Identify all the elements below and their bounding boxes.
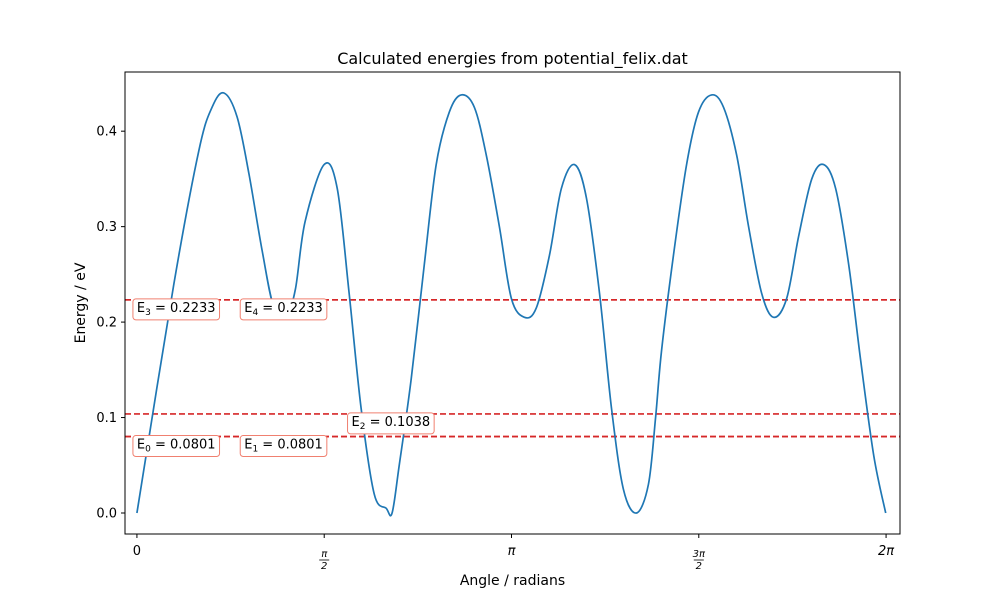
energy-label-text: E4 = 0.2233 [244, 301, 323, 318]
y-tick-label: 0.0 [96, 507, 117, 522]
energy-label: E0 = 0.0801 [132, 435, 221, 458]
energy-label-box [132, 298, 221, 321]
svg-text:2: 2 [696, 561, 702, 572]
energy-label-text: E1 = 0.0801 [244, 438, 323, 455]
energy-label-text: E2 = 0.1038 [352, 415, 431, 432]
energy-label-box [239, 298, 328, 321]
axes-frame [124, 71, 901, 535]
y-tick-label: 0.4 [96, 125, 117, 140]
y-axis-title: Energy / eV [73, 262, 89, 343]
y-tick-label: 0.1 [96, 411, 117, 426]
svg-text:2: 2 [321, 561, 327, 572]
energy-label-box [347, 412, 435, 435]
x-axis-title: Angle / radians [460, 573, 565, 589]
svg-text:3π: 3π [693, 549, 706, 560]
x-tick-label: 2π [878, 544, 894, 559]
y-tick-label: 0.2 [96, 316, 117, 331]
energy-label: E4 = 0.2233 [239, 298, 328, 321]
x-tick-label: π2 [319, 549, 330, 572]
energy-label: E3 = 0.2233 [132, 298, 221, 321]
energy-label-text: E0 = 0.0801 [137, 438, 216, 455]
x-tick-label: π [508, 544, 516, 559]
chart-title: Calculated energies from potential_felix… [337, 49, 688, 69]
energy-label: E1 = 0.0801 [239, 435, 328, 458]
energy-annotations-group: E0 = 0.0801 E1 = 0.0801 E2 = 0.1038 E3 = 0.… [132, 298, 435, 458]
x-tick-label: 3π2 [693, 549, 706, 572]
svg-text:π: π [321, 549, 328, 560]
y-tick-label: 0.3 [96, 220, 117, 235]
x-tick-label: 0 [133, 544, 141, 559]
energy-label-box [132, 435, 221, 458]
energy-label-text: E3 = 0.2233 [137, 301, 216, 318]
y-axis-ticks: 0.0 0.1 0.2 0.3 0.4 [96, 125, 125, 522]
energy-label-box [239, 435, 328, 458]
energy-label: E2 = 0.1038 [347, 412, 435, 435]
